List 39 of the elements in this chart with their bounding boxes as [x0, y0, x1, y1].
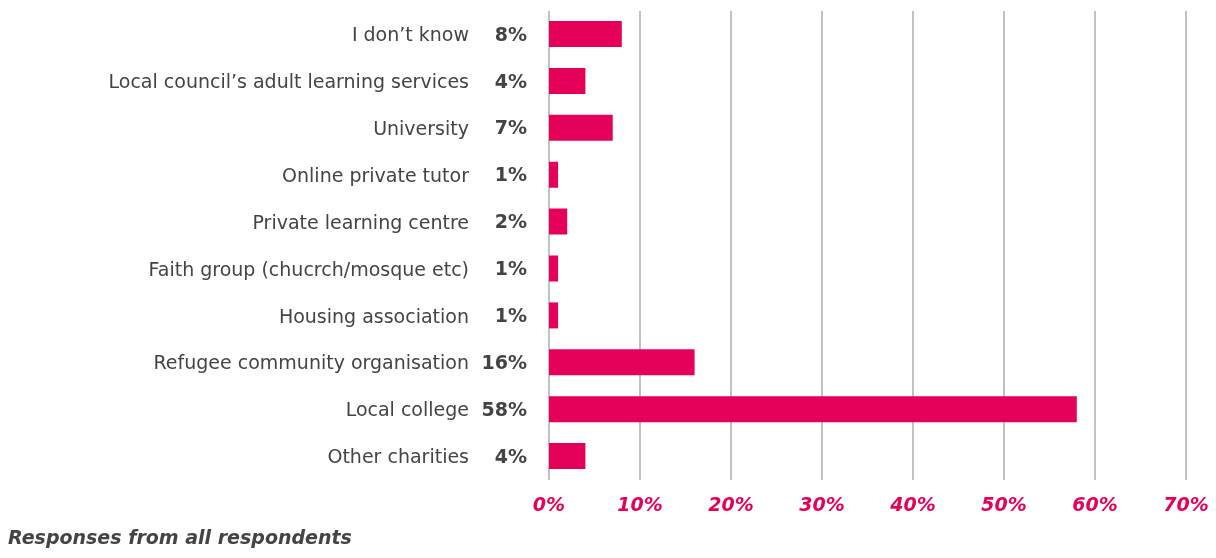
y-tick-label: University: [373, 116, 469, 139]
bar: [549, 255, 559, 282]
bar: [549, 443, 586, 470]
data-label: 16%: [481, 350, 527, 373]
data-label: 1%: [494, 304, 527, 327]
y-tick-label: Refugee community organisation: [153, 351, 469, 374]
data-label: 1%: [494, 257, 527, 280]
bar: [549, 396, 1077, 423]
data-label: 4%: [494, 69, 527, 92]
data-label: 2%: [494, 210, 527, 233]
y-tick-label: Housing association: [278, 304, 469, 327]
bar: [549, 67, 586, 94]
x-tick-label: 60%: [1072, 493, 1118, 516]
y-tick-label: Local council’s adult learning services: [108, 70, 469, 92]
x-tick-label: 50%: [981, 493, 1027, 516]
bar: [549, 114, 613, 141]
x-tick-label: 0%: [532, 493, 566, 516]
bar: [549, 302, 559, 329]
bar: [549, 21, 622, 47]
data-label: 8%: [494, 22, 527, 45]
y-tick-label: Faith group (chucrch/mosque etc): [148, 257, 469, 280]
text: Responses from all respondents: [8, 526, 353, 548]
data-label: 4%: [494, 444, 527, 467]
x-tick-label: 70%: [1163, 493, 1209, 516]
x-tick-label: 10%: [617, 493, 663, 516]
y-tick-label: Online private tutor: [282, 163, 470, 186]
bar: [549, 208, 568, 235]
y-tick-label: Other charities: [327, 445, 469, 468]
y-tick-label: I don’t know: [351, 23, 469, 46]
x-tick-label: 40%: [889, 493, 936, 516]
bar: [549, 161, 559, 188]
data-label: 7%: [494, 116, 527, 139]
x-tick-label: 30%: [799, 493, 845, 516]
y-tick-label: Private learning centre: [252, 210, 469, 233]
x-tick-label: 20%: [708, 493, 754, 516]
data-label: 58%: [481, 397, 527, 420]
bar: [549, 349, 695, 376]
y-tick-label: Local college: [345, 398, 469, 421]
data-label: 1%: [494, 163, 527, 186]
